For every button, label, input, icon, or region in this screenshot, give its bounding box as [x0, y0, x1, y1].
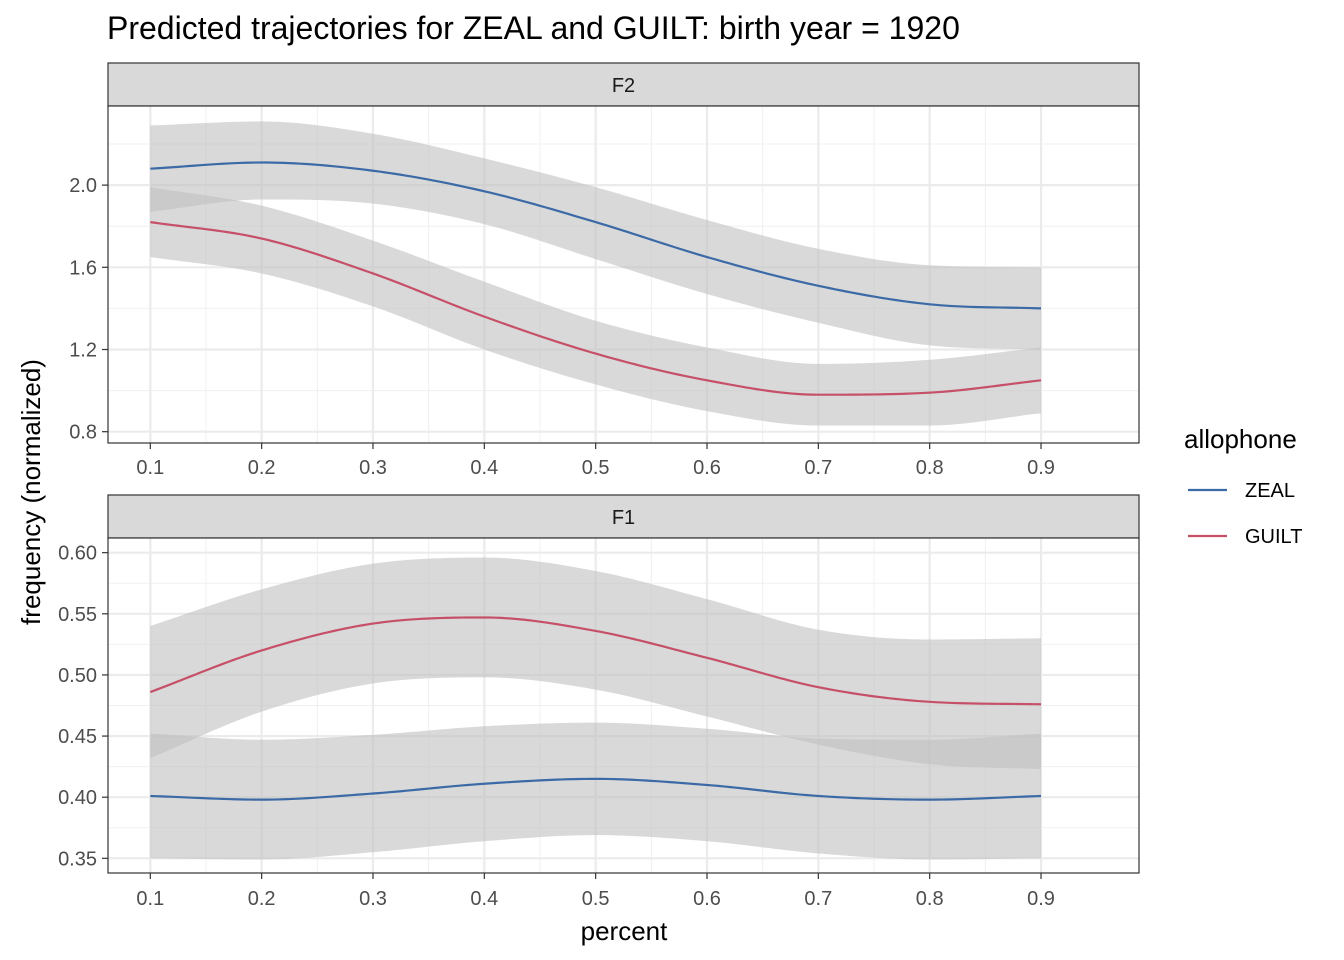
confidence-ribbon-guilt [150, 187, 1042, 426]
x-tick-label: 0.5 [582, 888, 610, 910]
confidence-ribbon-guilt [150, 557, 1042, 770]
x-tick-label: 0.7 [804, 457, 832, 479]
x-tick-label: 0.5 [582, 457, 610, 479]
legend-label-zeal: ZEAL [1245, 480, 1295, 502]
panel-f2: F2 0.8 1.2 1.6 2.0 0.1 0.2 0.3 0.4 0.5 0.6 0.7 0.8 0.… [69, 62, 1140, 479]
x-tick-label: 0.7 [804, 888, 832, 910]
y-tick-label: 0.35 [58, 848, 97, 870]
x-tick-label: 0.9 [1027, 888, 1055, 910]
y-tick-label: 0.50 [58, 665, 97, 687]
x-axis-title: percent [581, 916, 668, 946]
series-line-guilt [150, 221, 1042, 396]
chart-title: Predicted trajectories for ZEAL and GUIL… [107, 10, 960, 46]
confidence-ribbon-zeal [150, 121, 1042, 350]
facet-strip [107, 62, 1140, 107]
x-tick-label: 0.3 [359, 457, 387, 479]
x-tick-label: 0.4 [470, 888, 498, 910]
y-tick-label: 0.40 [58, 787, 97, 809]
panel-border [107, 105, 1140, 444]
x-tick-label: 0.4 [470, 457, 498, 479]
x-tick-label: 0.2 [248, 888, 276, 910]
series-line-zeal [150, 777, 1042, 801]
x-tick-label: 0.6 [693, 888, 721, 910]
y-tick-label: 0.60 [58, 543, 97, 565]
y-tick-label: 1.6 [69, 257, 97, 279]
y-tick-label: 0.55 [58, 604, 97, 626]
y-tick-label: 0.8 [69, 422, 97, 444]
confidence-ribbon-zeal [150, 722, 1042, 860]
legend-title: allophone [1184, 424, 1297, 454]
x-tick-label: 0.9 [1027, 457, 1055, 479]
y-tick-label: 2.0 [69, 175, 97, 197]
x-tick-label: 0.3 [359, 888, 387, 910]
legend-label-guilt: GUILT [1245, 526, 1302, 548]
x-tick-label: 0.8 [916, 457, 944, 479]
y-tick-label: 0.45 [58, 726, 97, 748]
series-line-zeal [150, 161, 1042, 310]
facet-strip-label: F2 [612, 75, 635, 97]
x-tick-label: 0.1 [136, 888, 164, 910]
x-tick-label: 0.2 [248, 457, 276, 479]
panel-f1: F1 0.35 0.40 0.45 0.50 0.55 0.60 0.1 0.2 0.3 0.4 0.… [58, 494, 1140, 910]
facet-strip-label: F1 [612, 507, 635, 529]
x-tick-label: 0.6 [693, 457, 721, 479]
x-tick-label: 0.8 [916, 888, 944, 910]
series-line-guilt [149, 616, 1042, 706]
x-tick-label: 0.1 [136, 457, 164, 479]
facet-strip [107, 494, 1140, 539]
legend: allophone ZEAL GUILT [1184, 424, 1302, 548]
y-tick-label: 1.2 [69, 340, 97, 362]
panel-border [107, 537, 1140, 874]
y-axis-title: frequency (normalized) [16, 359, 46, 625]
